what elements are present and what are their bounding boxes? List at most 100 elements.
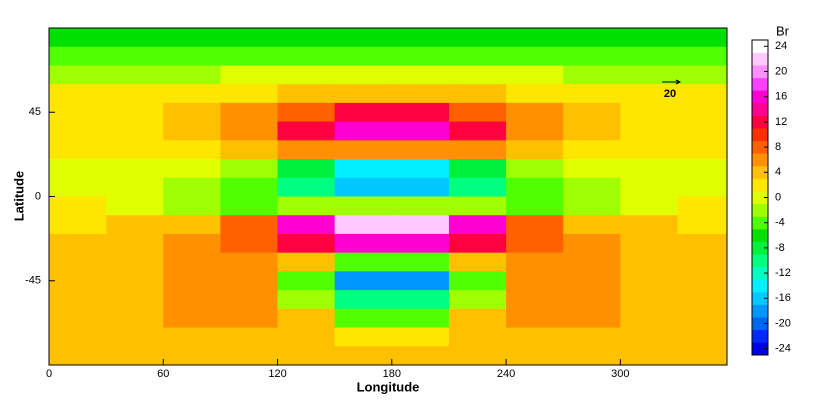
contour-cell (334, 159, 393, 179)
contour-cell (563, 290, 621, 310)
contour-cell (677, 159, 727, 179)
colorbar-band (752, 40, 768, 53)
contour-cell (277, 177, 336, 197)
contour-cell (448, 290, 507, 310)
contour-cell (334, 46, 393, 66)
contour-cell (277, 308, 336, 329)
contour-cell (106, 215, 164, 235)
contour-cell (620, 290, 678, 310)
contour-cell (448, 215, 507, 235)
contour-cell (106, 346, 164, 365)
contour-cell (391, 346, 450, 365)
contour-cell (391, 327, 450, 347)
contour-cell (220, 159, 279, 179)
colorbar-band (752, 166, 768, 179)
contour-cell (448, 65, 507, 85)
contour-cell (620, 65, 678, 85)
contour-cell (334, 327, 393, 347)
contour-cell (49, 346, 107, 365)
colorbar-tick-label: -24 (775, 343, 791, 355)
contour-cell (563, 121, 621, 141)
contour-cell (49, 327, 107, 347)
contour-cell (277, 252, 336, 272)
contour-cell (106, 65, 164, 85)
colorbar-tick-label: -12 (775, 267, 791, 279)
colorbar-band (752, 342, 768, 356)
contour-cell (563, 102, 621, 123)
contour-cell (563, 252, 621, 272)
contour-cell (620, 346, 678, 365)
contour-cell (106, 121, 164, 141)
colorbar-band (752, 292, 768, 305)
contour-cell (677, 102, 727, 123)
contour-cell (506, 159, 564, 179)
colorbar-tick-label: -8 (775, 242, 785, 254)
colorbar-title: Br (776, 23, 790, 38)
contour-cell (220, 121, 279, 141)
contour-cell (220, 102, 279, 123)
contour-cell (677, 233, 727, 254)
contour-cell (620, 215, 678, 235)
contour-cell (391, 196, 450, 216)
contour-cell (677, 84, 727, 104)
contour-cell (106, 140, 164, 160)
y-axis-label: Latitude (11, 171, 26, 222)
contour-cell (391, 65, 450, 85)
colorbar-tick-label: -4 (775, 217, 785, 229)
contour-cell (448, 196, 507, 216)
contour-cell (106, 271, 164, 291)
contour-cell (448, 233, 507, 254)
contour-cell (220, 308, 279, 329)
contour-cell (220, 290, 279, 310)
contour-cell (506, 290, 564, 310)
contour-cell (448, 140, 507, 160)
colorbar-band (752, 329, 768, 343)
contour-cell (334, 346, 393, 365)
contour-cell (334, 65, 393, 85)
reference-vector-head (675, 79, 682, 85)
colorbar-band (752, 279, 768, 293)
contour-cell (49, 140, 107, 160)
colorbar-band (752, 317, 768, 331)
contour-cell (163, 84, 221, 104)
contour-cell (277, 140, 336, 160)
contour-cell (220, 65, 279, 85)
contour-cell (391, 177, 450, 197)
colorbar-tick-label: 0 (775, 191, 781, 203)
contour-cell (677, 271, 727, 291)
contour-cell (391, 84, 450, 104)
contour-cell (391, 28, 450, 48)
contour-cell (163, 196, 221, 216)
contour-cell (620, 233, 678, 254)
contour-cell (677, 215, 727, 235)
contour-cell (220, 252, 279, 272)
contour-cell (277, 28, 336, 48)
contour-cell (49, 177, 107, 197)
contour-cell (506, 102, 564, 123)
colorbar-tick-label: 16 (775, 91, 787, 103)
contour-cell (563, 271, 621, 291)
contour-cell (506, 84, 564, 104)
contour-cell (563, 46, 621, 66)
contour-cell (506, 271, 564, 291)
contour-cell (677, 177, 727, 197)
contour-cell (620, 327, 678, 347)
contour-cell (334, 271, 393, 291)
contour-cell (620, 28, 678, 48)
contour-cell (163, 233, 221, 254)
contour-cell (277, 233, 336, 254)
contour-cell (106, 196, 164, 216)
contour-cell (163, 46, 221, 66)
contour-cell (163, 346, 221, 365)
colorbar-tick-label: 20 (775, 65, 787, 77)
contour-cell (677, 290, 727, 310)
contour-cell (506, 196, 564, 216)
contour-cell (448, 177, 507, 197)
contour-cell (334, 215, 393, 235)
contour-cell (677, 327, 727, 347)
contour-cell (563, 159, 621, 179)
contour-cell (277, 84, 336, 104)
contour-cell (163, 159, 221, 179)
contour-cell (220, 28, 279, 48)
